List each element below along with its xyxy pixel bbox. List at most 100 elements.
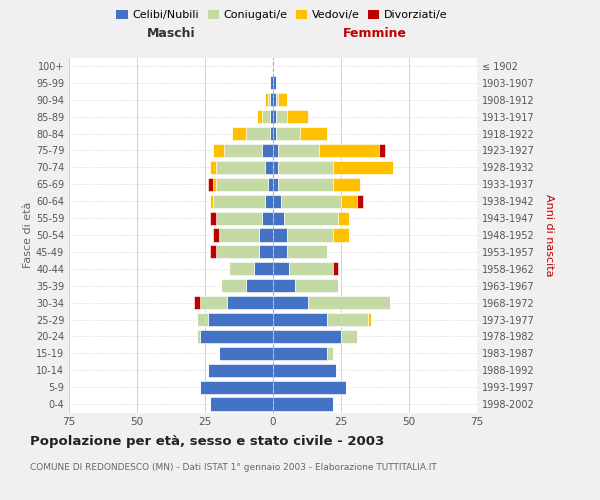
Bar <box>229 262 254 276</box>
Bar <box>276 127 300 140</box>
Bar <box>273 346 328 360</box>
Bar <box>216 246 259 258</box>
Bar <box>211 212 216 224</box>
Text: Popolazione per età, sesso e stato civile - 2003: Popolazione per età, sesso e stato civil… <box>30 435 384 448</box>
Text: Femmine: Femmine <box>343 27 407 40</box>
Bar <box>265 194 273 208</box>
Bar <box>273 212 284 224</box>
Bar <box>221 279 246 292</box>
Bar <box>300 127 328 140</box>
Bar <box>273 228 287 241</box>
Bar <box>287 246 328 258</box>
Bar <box>284 212 338 224</box>
Bar <box>262 144 273 157</box>
Bar <box>259 246 273 258</box>
Bar <box>289 262 333 276</box>
Legend: Celibi/Nubili, Coniugati/e, Vedovi/e, Divorziati/e: Celibi/Nubili, Coniugati/e, Vedovi/e, Di… <box>112 6 452 25</box>
Text: COMUNE DI REDONDESCO (MN) - Dati ISTAT 1° gennaio 2003 - Elaborazione TUTTITALIA: COMUNE DI REDONDESCO (MN) - Dati ISTAT 1… <box>30 462 437 471</box>
Bar <box>333 178 360 191</box>
Text: Maschi: Maschi <box>146 27 196 40</box>
Bar <box>273 93 276 106</box>
Bar <box>273 279 295 292</box>
Bar <box>216 212 262 224</box>
Bar <box>368 313 371 326</box>
Bar <box>218 346 273 360</box>
Bar <box>213 194 265 208</box>
Bar <box>379 144 385 157</box>
Bar <box>208 313 273 326</box>
Bar <box>257 110 262 124</box>
Bar <box>273 144 278 157</box>
Bar <box>270 127 273 140</box>
Bar <box>273 262 289 276</box>
Bar <box>273 398 333 410</box>
Bar <box>341 194 358 208</box>
Bar <box>273 313 328 326</box>
Bar <box>211 246 216 258</box>
Bar <box>200 380 273 394</box>
Bar <box>273 380 346 394</box>
Bar <box>358 194 363 208</box>
Bar <box>328 313 368 326</box>
Bar <box>270 110 273 124</box>
Bar <box>319 144 379 157</box>
Bar <box>273 330 341 343</box>
Y-axis label: Anni di nascita: Anni di nascita <box>544 194 554 276</box>
Bar <box>232 127 246 140</box>
Bar <box>273 364 335 377</box>
Bar <box>333 262 338 276</box>
Bar <box>213 144 224 157</box>
Bar <box>216 178 268 191</box>
Bar <box>278 93 287 106</box>
Bar <box>259 228 273 241</box>
Bar <box>200 330 273 343</box>
Bar <box>216 161 265 174</box>
Bar <box>278 144 319 157</box>
Bar <box>265 161 273 174</box>
Bar <box>194 296 200 309</box>
Bar <box>246 127 270 140</box>
Bar <box>273 194 281 208</box>
Bar <box>265 93 268 106</box>
Bar <box>211 194 213 208</box>
Bar <box>333 228 349 241</box>
Bar <box>268 93 270 106</box>
Bar <box>268 178 273 191</box>
Bar <box>227 296 273 309</box>
Bar <box>208 364 273 377</box>
Bar <box>273 161 278 174</box>
Bar <box>197 313 208 326</box>
Bar <box>200 296 227 309</box>
Bar <box>281 194 341 208</box>
Bar <box>328 346 333 360</box>
Bar <box>278 178 333 191</box>
Bar <box>273 76 276 90</box>
Bar <box>211 398 273 410</box>
Bar <box>278 161 333 174</box>
Bar <box>262 212 273 224</box>
Bar <box>287 110 308 124</box>
Bar <box>254 262 273 276</box>
Bar <box>273 178 278 191</box>
Bar <box>213 228 218 241</box>
Bar <box>211 161 216 174</box>
Bar <box>341 330 358 343</box>
Bar <box>208 178 213 191</box>
Bar <box>338 212 349 224</box>
Y-axis label: Fasce di età: Fasce di età <box>23 202 33 268</box>
Bar <box>276 93 278 106</box>
Bar <box>218 228 259 241</box>
Bar <box>246 279 273 292</box>
Bar <box>262 110 270 124</box>
Bar <box>295 279 338 292</box>
Bar <box>273 296 308 309</box>
Bar <box>270 76 273 90</box>
Bar <box>273 246 287 258</box>
Bar <box>287 228 333 241</box>
Bar <box>273 110 276 124</box>
Bar <box>276 110 287 124</box>
Bar <box>270 93 273 106</box>
Bar <box>224 144 262 157</box>
Bar <box>333 161 392 174</box>
Bar <box>213 178 216 191</box>
